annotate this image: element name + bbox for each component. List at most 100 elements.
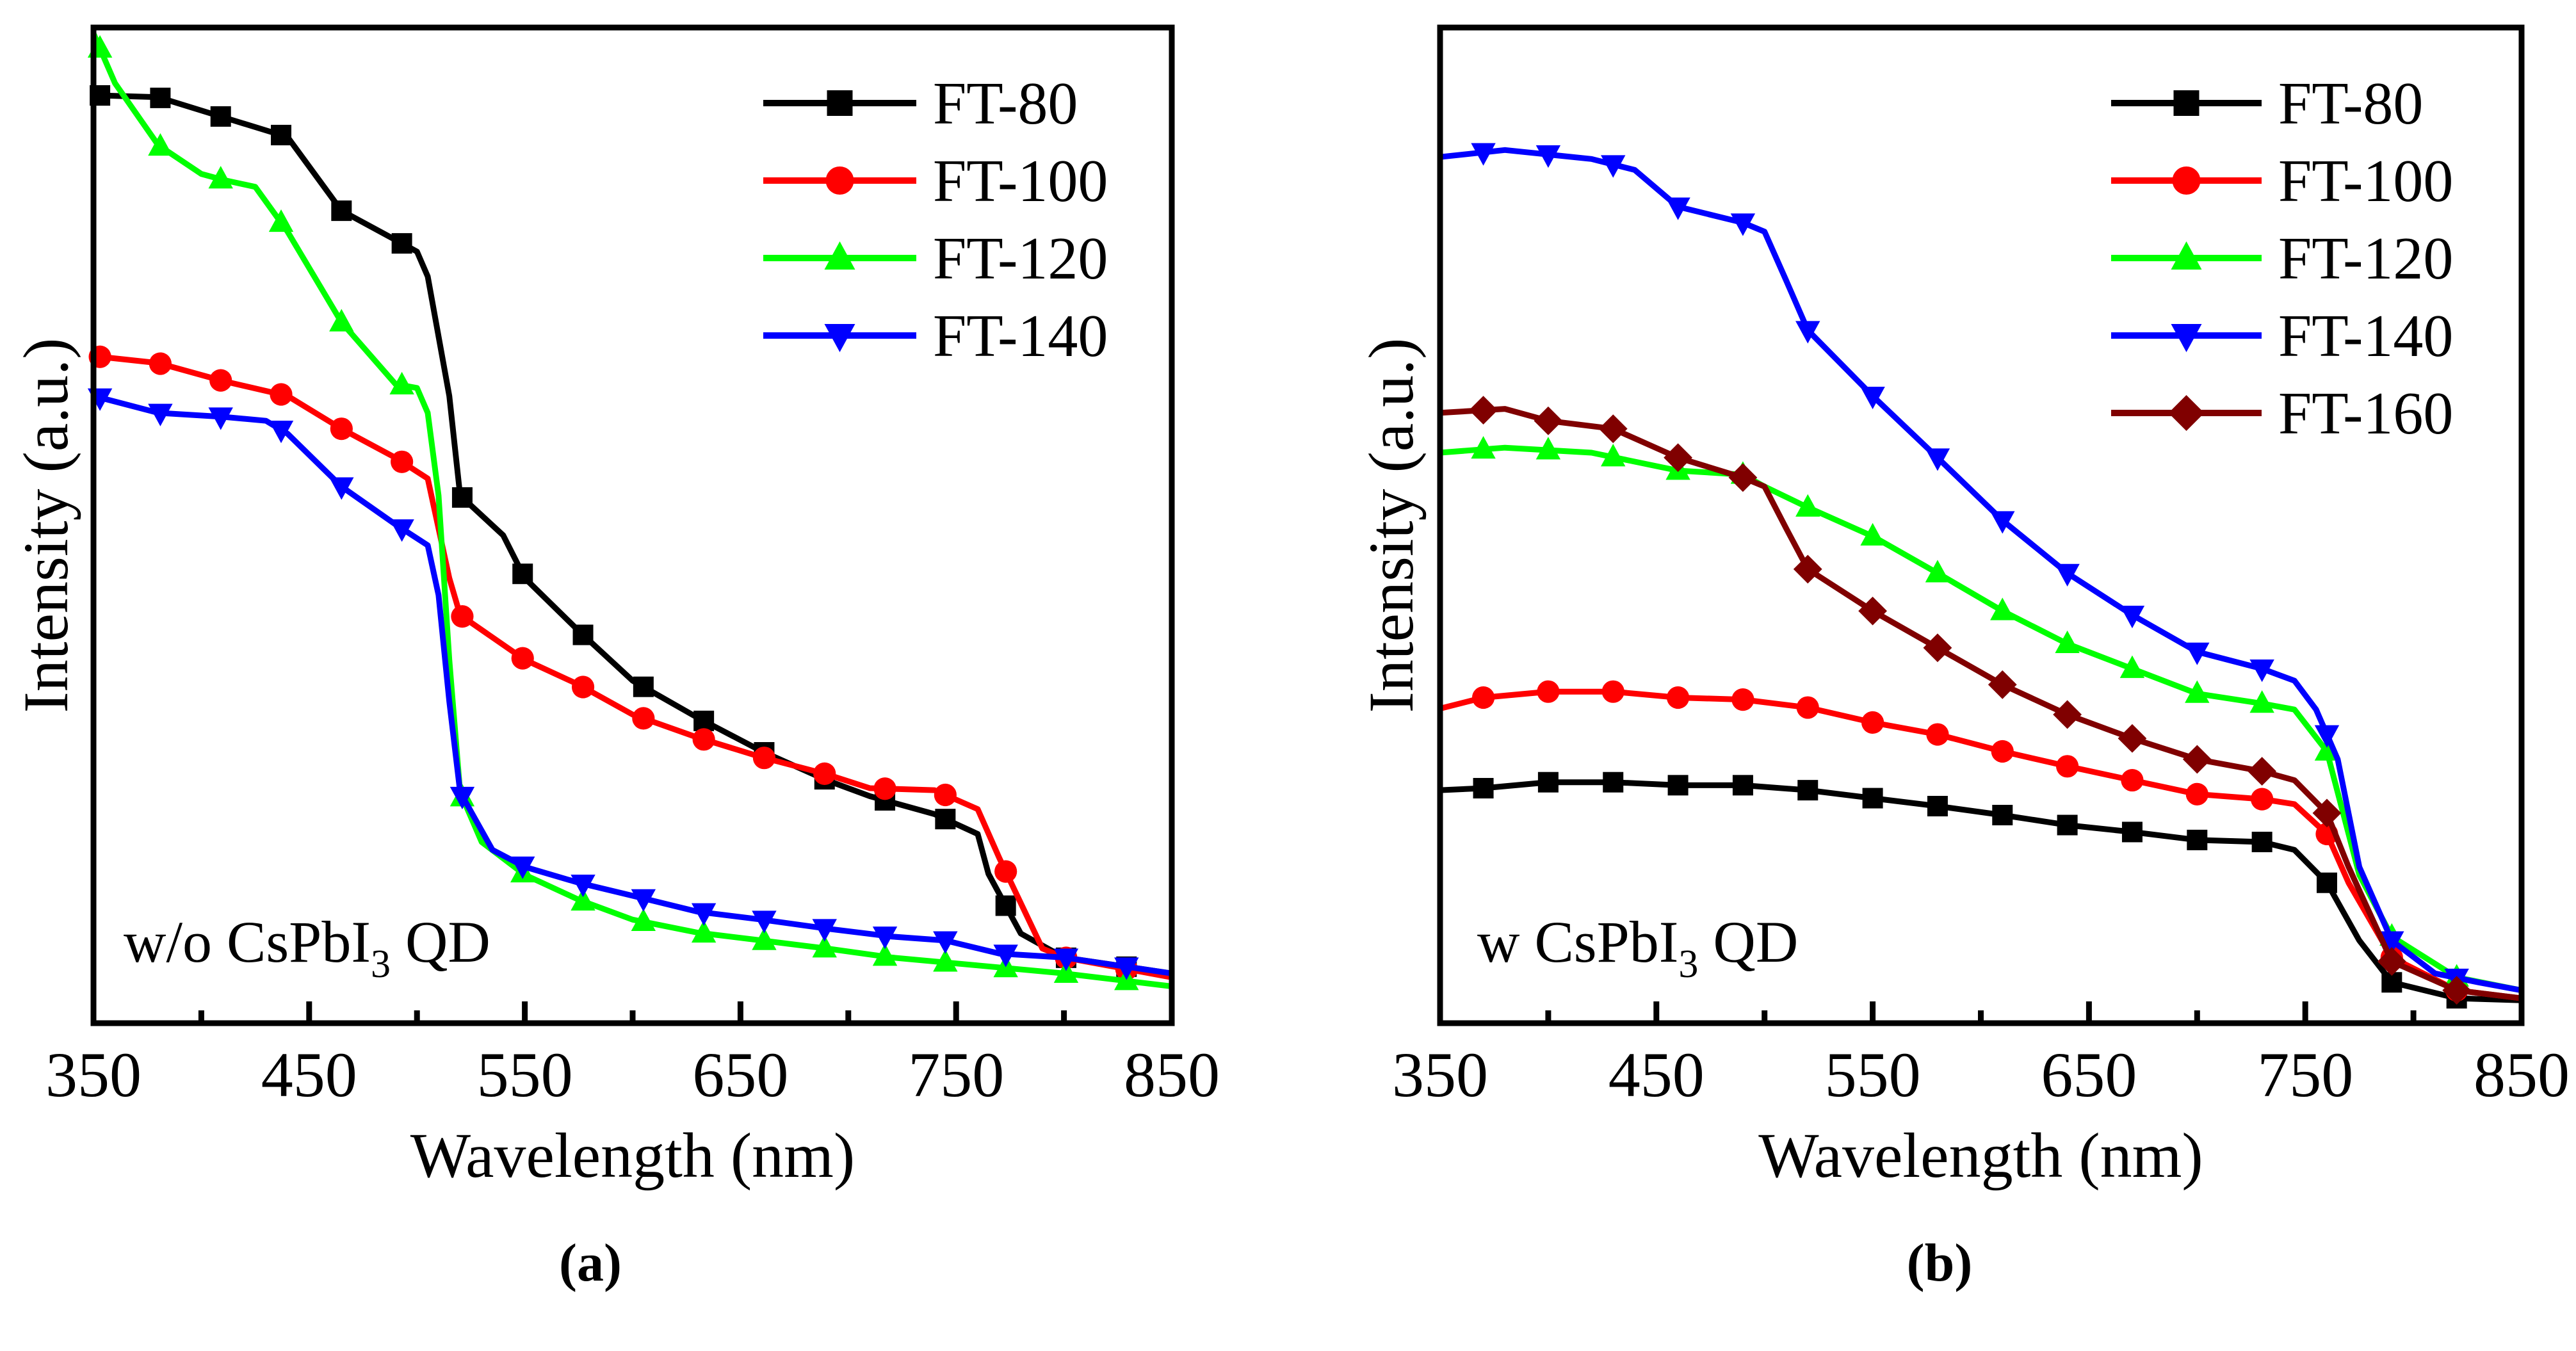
data-point-marker xyxy=(2185,642,2210,665)
sample-annotation: w CsPbI3 QD xyxy=(1477,909,1798,986)
x-tick-label: 450 xyxy=(1608,1039,1705,1110)
data-point-marker xyxy=(150,87,171,108)
legend-marker xyxy=(2171,324,2202,352)
series-ft-80 xyxy=(90,85,1172,977)
x-tick-label: 350 xyxy=(1392,1039,1488,1110)
series-line xyxy=(1439,779,2522,1003)
data-point-marker xyxy=(993,944,1018,967)
data-point-marker xyxy=(872,943,898,966)
legend-label: FT-140 xyxy=(2278,303,2453,369)
data-point-marker xyxy=(1603,772,1624,793)
data-point-marker xyxy=(389,371,414,394)
data-point-marker xyxy=(1053,948,1079,971)
data-point-marker xyxy=(510,856,535,879)
data-point-marker xyxy=(1926,723,1949,746)
panel-a: FT-80 FT-100 FT-120 FT-140 350 450 550 650 750 85… xyxy=(10,24,1220,1293)
data-point-marker xyxy=(631,908,656,932)
data-point-marker xyxy=(1535,437,1561,460)
data-point-marker xyxy=(1053,960,1079,983)
data-point-marker xyxy=(1534,406,1563,435)
x-tick-label: 550 xyxy=(477,1039,573,1110)
data-point-marker xyxy=(1990,597,2015,620)
data-point-marker xyxy=(691,903,717,926)
data-point-marker xyxy=(1923,633,1952,663)
data-point-marker xyxy=(1927,796,1948,817)
data-point-marker xyxy=(451,605,474,628)
data-point-marker xyxy=(148,133,173,156)
data-point-marker xyxy=(2249,690,2274,713)
data-point-marker xyxy=(2248,757,2277,786)
x-tick-label: 750 xyxy=(2257,1039,2353,1110)
data-point-marker xyxy=(1793,554,1822,584)
data-point-marker xyxy=(2312,798,2342,828)
series-ft-140 xyxy=(1439,143,2522,994)
data-point-marker xyxy=(1469,396,1498,425)
data-point-marker xyxy=(631,889,656,912)
data-point-marker xyxy=(1925,448,1950,471)
legend-label: FT-80 xyxy=(2278,70,2423,137)
data-point-marker xyxy=(935,809,956,830)
data-point-marker xyxy=(813,762,836,785)
data-point-marker xyxy=(1537,680,1560,703)
x-tick-label: 650 xyxy=(692,1039,788,1110)
data-point-marker xyxy=(571,874,595,898)
legend-item: FT-140 xyxy=(763,303,1108,369)
series-ft-120 xyxy=(1439,436,2522,994)
legend-item: FT-100 xyxy=(2111,148,2453,214)
data-point-marker xyxy=(933,931,958,954)
data-point-marker xyxy=(1537,772,1559,793)
annotation-prefix: w/o CsPbI xyxy=(124,909,371,975)
x-tick-label: 850 xyxy=(1124,1039,1220,1110)
series-ft-160 xyxy=(1439,396,2522,1005)
legend-item: FT-80 xyxy=(763,70,1078,137)
data-point-marker xyxy=(391,450,414,473)
data-point-marker xyxy=(1665,197,1690,220)
data-point-marker xyxy=(450,786,475,810)
data-point-marker xyxy=(2053,700,2082,729)
legend-marker xyxy=(825,166,854,195)
data-point-marker xyxy=(210,106,231,127)
data-point-marker xyxy=(994,860,1017,883)
legend-label: FT-120 xyxy=(2278,225,2453,292)
data-point-marker xyxy=(1114,957,1139,980)
annotation-suffix: QD xyxy=(391,909,490,975)
data-point-marker xyxy=(1471,686,1495,709)
legend-item: FT-100 xyxy=(763,148,1108,214)
data-point-marker xyxy=(2118,724,2147,753)
data-point-marker xyxy=(1992,805,2013,826)
data-point-marker xyxy=(208,166,233,189)
series-line xyxy=(93,92,1172,976)
data-point-marker xyxy=(268,209,294,232)
data-point-marker xyxy=(873,777,896,800)
data-point-marker xyxy=(632,707,655,730)
x-tick-label: 450 xyxy=(261,1039,357,1110)
data-point-marker xyxy=(512,563,533,585)
data-point-marker xyxy=(2377,947,2406,976)
data-point-marker xyxy=(2055,563,2080,587)
sample-annotation: w/o CsPbI3 QD xyxy=(124,909,490,986)
data-point-marker xyxy=(1862,788,1883,809)
panel-caption: (b) xyxy=(1907,1233,1973,1293)
data-point-marker xyxy=(1535,145,1561,168)
data-point-marker xyxy=(271,124,292,145)
legend-item: FT-80 xyxy=(2111,70,2423,137)
series-ft-80 xyxy=(1439,772,2522,1009)
data-point-marker xyxy=(1990,511,2015,534)
series-ft-140 xyxy=(87,388,1172,980)
data-point-marker xyxy=(2185,782,2208,805)
data-point-marker xyxy=(1925,560,1950,583)
legend-item: FT-140 xyxy=(2111,303,2453,369)
legend-label: FT-160 xyxy=(2278,380,2453,447)
legend-item: FT-120 xyxy=(763,225,1108,292)
data-point-marker xyxy=(389,519,414,542)
data-point-marker xyxy=(1731,688,1754,711)
data-point-marker xyxy=(2056,755,2079,778)
data-point-marker xyxy=(331,200,352,222)
data-point-marker xyxy=(2251,831,2272,852)
legend-label: FT-120 xyxy=(933,225,1108,292)
series-ft-120 xyxy=(87,32,1172,991)
data-point-marker xyxy=(209,369,232,392)
series-ft-100 xyxy=(1439,680,2522,1002)
data-point-marker xyxy=(2251,788,2274,811)
